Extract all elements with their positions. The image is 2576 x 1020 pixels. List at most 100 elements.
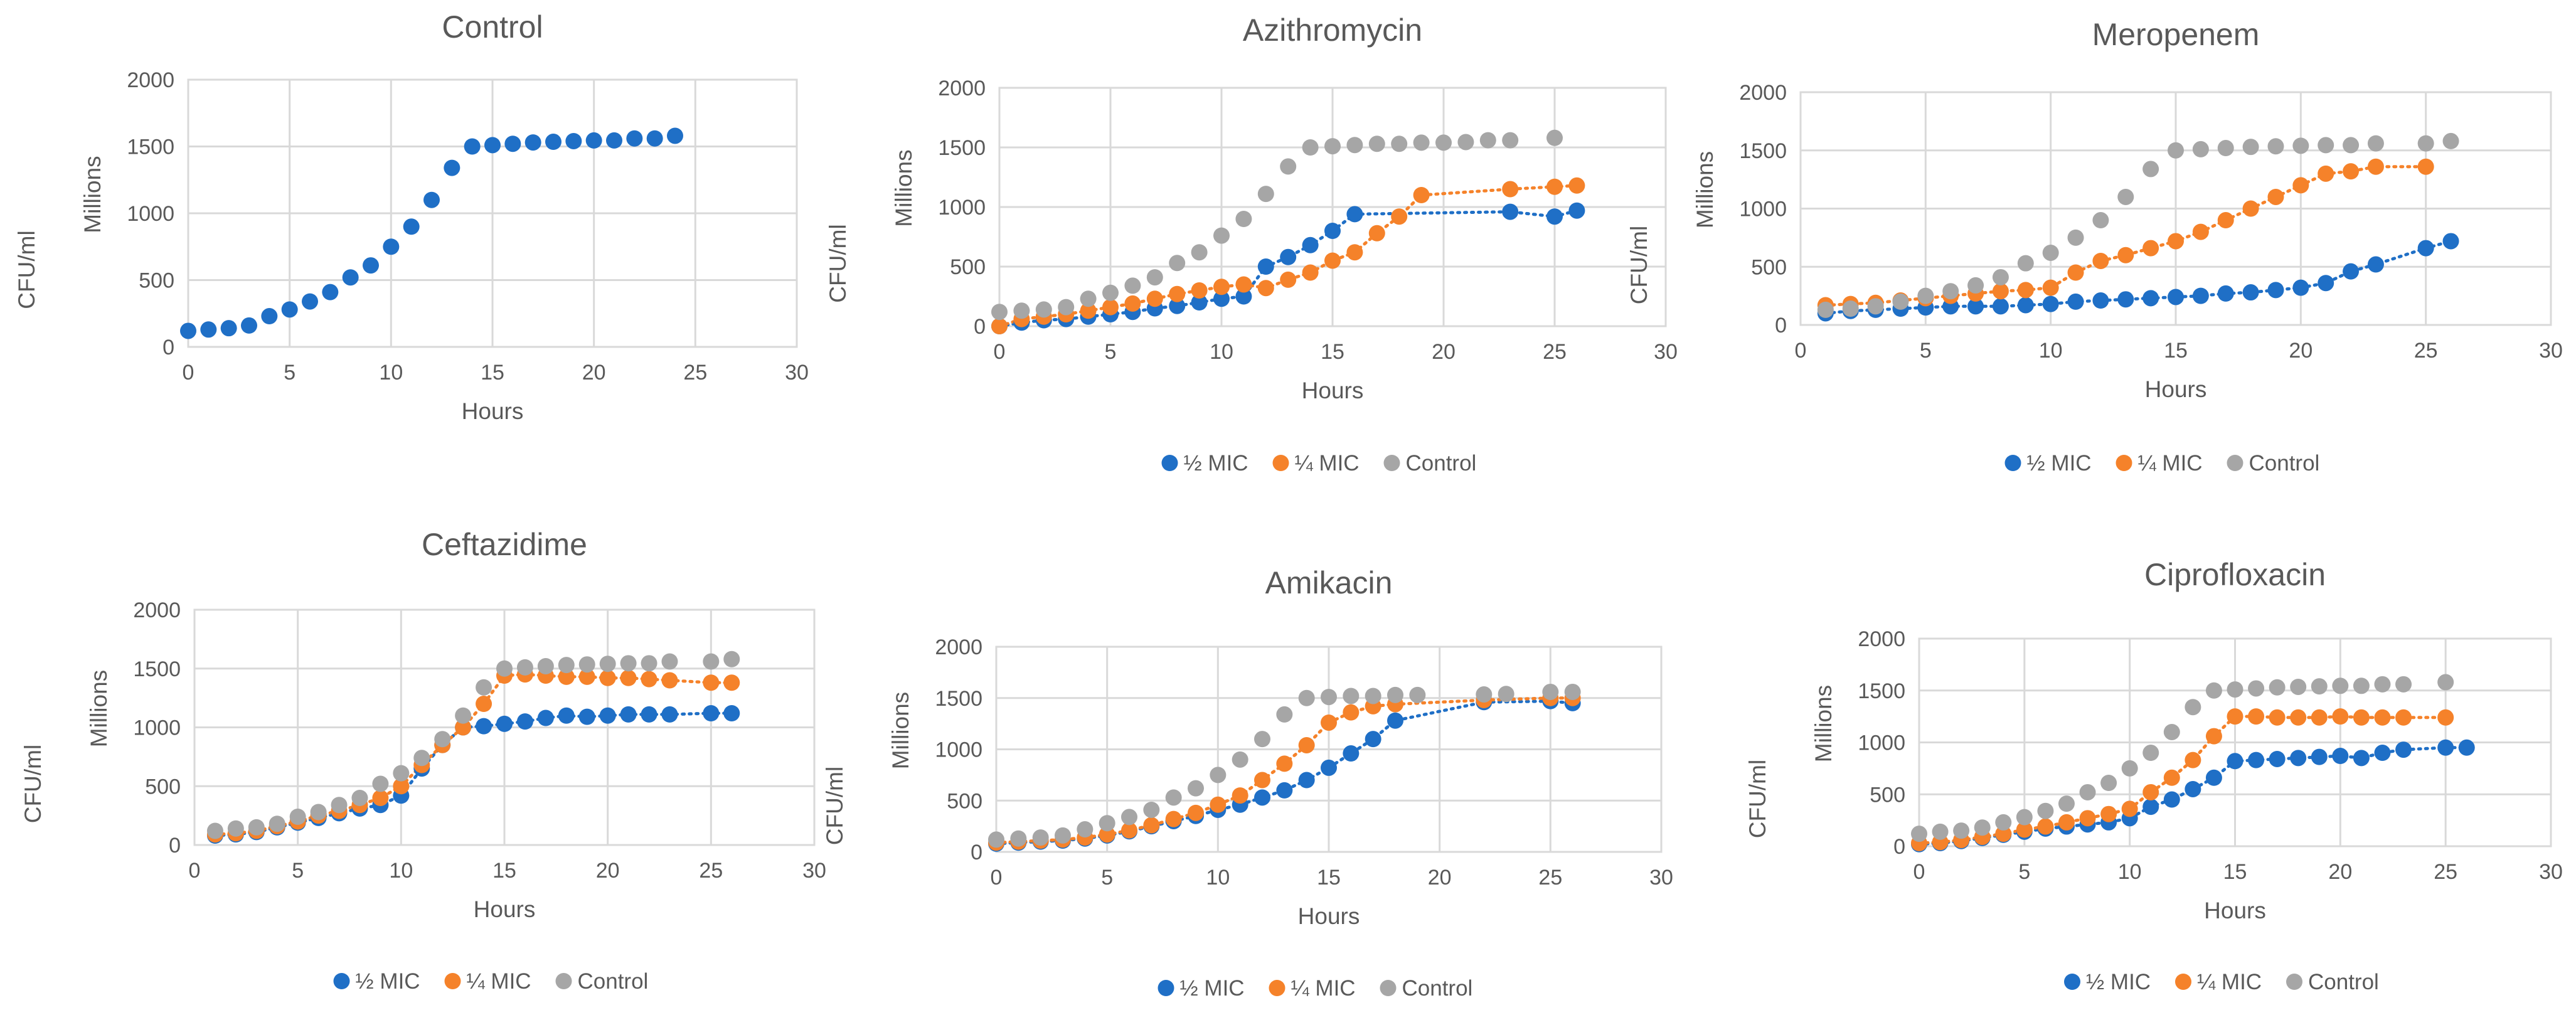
data-point-control <box>2142 161 2159 178</box>
data-point-control <box>1032 829 1049 846</box>
x-tick-label: 30 <box>1654 340 1678 364</box>
data-point-half-mic <box>1321 759 1337 776</box>
x-tick-label: 15 <box>1317 866 1341 890</box>
data-point-quarter-mic <box>2037 818 2054 835</box>
data-point-half-mic <box>2205 769 2222 786</box>
data-point-quarter-mic <box>2437 709 2454 726</box>
data-point-control <box>434 731 451 748</box>
data-point-quarter-mic <box>1121 822 1137 839</box>
data-point-quarter-mic <box>1343 704 1360 721</box>
x-tick-label: 25 <box>1543 340 1567 364</box>
data-point-half-mic <box>2242 284 2259 301</box>
y-tick-label: 0 <box>974 315 986 339</box>
data-point-control <box>1391 135 1408 152</box>
data-point-quarter-mic <box>2332 708 2349 725</box>
data-point-half-mic <box>1568 202 1585 219</box>
data-point-control <box>599 656 616 672</box>
legend-marker-half-mic <box>1158 980 1174 996</box>
data-point-control <box>464 138 481 155</box>
data-point-control <box>1188 780 1204 797</box>
legend-label-quarter-mic: ¼ MIC <box>2197 970 2262 994</box>
y-tick-label: 0 <box>162 336 174 359</box>
data-point-control <box>1191 244 1208 261</box>
data-point-quarter-mic <box>1324 252 1341 269</box>
data-point-quarter-mic <box>558 668 575 685</box>
data-point-control <box>2353 677 2370 694</box>
data-point-half-mic <box>1276 782 1293 799</box>
data-point-half-mic <box>1502 203 1519 220</box>
data-point-control <box>1235 211 1252 227</box>
legend-marker-quarter-mic <box>1269 980 1285 996</box>
data-point-quarter-mic <box>1235 276 1252 293</box>
data-point-control <box>585 132 602 149</box>
data-point-half-mic <box>641 706 657 723</box>
data-point-half-mic <box>496 715 513 732</box>
y-tick-label: 2000 <box>1858 627 1905 651</box>
data-point-control <box>516 659 533 676</box>
data-point-quarter-mic <box>2117 247 2134 263</box>
data-point-quarter-mic <box>476 696 492 712</box>
plot-frame <box>1918 637 2552 847</box>
data-point-control <box>372 775 389 792</box>
data-point-control <box>2442 132 2459 149</box>
data-point-quarter-mic <box>2168 233 2184 250</box>
data-point-control <box>1210 767 1227 784</box>
chart-amikacin: Amikacin 0 500 1000 1500 2000 0 5 10 15 20 25 30 Hour… <box>822 514 1700 1016</box>
data-point-half-mic <box>2163 791 2180 808</box>
data-point-quarter-mic <box>2142 784 2159 800</box>
x-tick-label: 10 <box>1210 340 1233 364</box>
data-point-control <box>1542 683 1559 700</box>
data-point-half-mic <box>2332 748 2349 765</box>
chart-title: Meropenem <box>2092 17 2260 52</box>
x-axis-label: Hours <box>462 398 524 424</box>
data-point-control <box>1254 731 1270 748</box>
data-point-quarter-mic <box>2343 163 2360 180</box>
data-point-control <box>537 658 554 674</box>
x-tick-label: 15 <box>481 361 504 385</box>
data-point-quarter-mic <box>723 674 740 691</box>
y-tick-label: 1500 <box>1858 679 1905 703</box>
data-point-control <box>565 132 582 149</box>
data-point-control <box>1321 689 1337 706</box>
data-point-half-mic <box>2290 750 2307 767</box>
y-axis-label-units: Millions <box>86 670 112 747</box>
x-tick-label: 0 <box>1913 860 1925 884</box>
data-point-quarter-mic <box>578 668 595 685</box>
data-point-control <box>2269 679 2286 696</box>
chart-svg: Control 0 500 1000 1500 2000 0 5 10 15 20 25 30 Hours… <box>14 9 809 424</box>
data-point-control <box>2205 682 2222 699</box>
y-tick-label: 500 <box>139 269 174 293</box>
data-point-quarter-mic <box>1099 826 1115 843</box>
data-point-quarter-mic <box>2217 212 2234 229</box>
data-point-control <box>455 707 472 724</box>
data-point-control <box>1102 284 1119 301</box>
data-point-control <box>504 135 521 152</box>
data-point-control <box>2367 135 2384 152</box>
data-point-control <box>1143 801 1160 818</box>
data-point-quarter-mic <box>1254 772 1270 789</box>
data-point-control <box>2242 139 2259 156</box>
legend-marker-control <box>2227 455 2243 471</box>
plot-frame <box>995 645 1663 853</box>
x-axis-label: Hours <box>2145 376 2207 402</box>
data-point-quarter-mic <box>2311 709 2328 726</box>
data-point-control <box>403 218 420 235</box>
data-point-control <box>2185 699 2201 716</box>
x-tick-label: 20 <box>2289 339 2313 363</box>
data-point-control <box>1942 283 1959 300</box>
data-point-quarter-mic <box>620 669 637 686</box>
data-point-half-mic <box>2227 753 2243 770</box>
data-point-half-mic <box>2417 240 2434 257</box>
data-point-quarter-mic <box>2017 282 2034 299</box>
chart-svg: Ciprofloxacin 0 500 1000 1500 2000 0 5 10 15 20 25 3… <box>1745 557 2563 994</box>
data-point-quarter-mic <box>2292 177 2309 194</box>
x-tick-label: 20 <box>596 859 620 883</box>
data-point-half-mic <box>1365 731 1381 748</box>
x-tick-label: 5 <box>284 361 295 385</box>
data-point-quarter-mic <box>2042 279 2059 296</box>
data-point-control <box>423 191 440 208</box>
data-point-quarter-mic <box>2395 709 2412 726</box>
data-point-control <box>2100 775 2117 792</box>
chart-svg: Azithromycin 0 500 1000 1500 2000 0 5 10 15 20 25 30… <box>825 13 1678 475</box>
x-tick-label: 0 <box>183 361 194 385</box>
